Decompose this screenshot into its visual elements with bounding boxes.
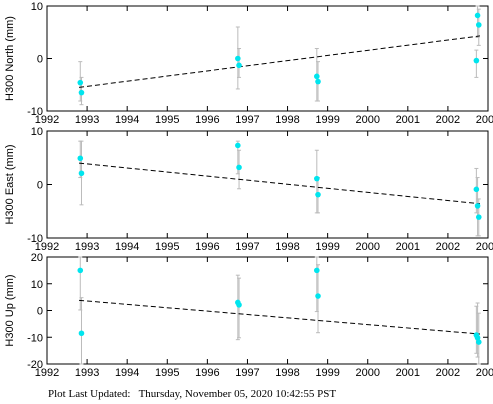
x-tick-label: 1997: [235, 367, 259, 379]
x-tick-label: 1994: [115, 114, 139, 126]
data-point: [235, 55, 241, 62]
y-tick-label: 0: [37, 180, 43, 192]
x-tick-label: 1996: [195, 241, 219, 253]
x-tick-label: 2003: [476, 367, 493, 379]
x-tick-label: 2003: [476, 114, 493, 126]
x-tick-label: 1994: [115, 367, 139, 379]
data-point: [474, 334, 481, 341]
trend-line: [79, 35, 481, 88]
x-tick-label: 2000: [355, 367, 379, 379]
data-point: [315, 78, 321, 85]
data-point: [314, 175, 320, 182]
x-tick-label: 1993: [75, 114, 99, 126]
data-point: [315, 191, 321, 198]
x-tick-label: 1997: [235, 114, 259, 126]
data-point: [235, 142, 241, 149]
panel-3: 1992 1993 1994 1995 1996 1997 1998 1999 2000 2001…: [4, 252, 493, 379]
x-tick-label: 1998: [275, 114, 299, 126]
data-point: [77, 79, 84, 86]
y-tick-label: -20: [27, 359, 43, 371]
x-tick-label: 1995: [155, 367, 179, 379]
data-point: [474, 203, 481, 209]
x-tick-label: 1993: [75, 241, 99, 253]
x-tick-label: 2002: [436, 241, 460, 253]
plot-frame: [46, 5, 489, 112]
data-point: [473, 186, 480, 193]
x-tick-label: 2002: [436, 367, 460, 379]
data-point: [78, 170, 85, 177]
data-point: [77, 267, 84, 274]
data-point: [474, 12, 481, 19]
y-tick-label: 10: [31, 1, 43, 13]
plot-frame: [46, 256, 489, 365]
y-tick-label: 10: [31, 279, 43, 291]
data-point: [314, 267, 320, 274]
y-tick-label: -10: [27, 233, 43, 245]
y-tick-label: 0: [37, 54, 43, 66]
data-point: [78, 330, 85, 337]
x-tick-label: 1999: [315, 114, 339, 126]
x-tick-label: 1997: [235, 241, 259, 253]
panel-2: 1992 1993 1994 1995 1996 1997 1998 1999 2000 2001…: [4, 126, 493, 253]
plot-frame: [46, 130, 489, 239]
data-point: [236, 164, 242, 171]
x-tick-label: 2002: [436, 114, 460, 126]
footer-label: Plot Last Updated:: [48, 388, 131, 400]
y-tick-label: -10: [27, 106, 43, 118]
x-tick-label: 1995: [155, 241, 179, 253]
x-tick-label: 1992: [35, 241, 59, 253]
y-axis-label: H300 Up (mm): [4, 274, 16, 346]
x-tick-label: 1992: [35, 114, 59, 126]
footer-value: Thursday, November 05, 2020 10:42:55 PST: [138, 388, 337, 400]
data-point: [78, 89, 85, 96]
x-tick-label: 1998: [275, 241, 299, 253]
x-tick-label: 1995: [155, 114, 179, 126]
data-point: [475, 339, 482, 345]
x-tick-label: 2000: [355, 114, 379, 126]
x-tick-label: 1999: [315, 367, 339, 379]
y-tick-label: 20: [31, 252, 43, 264]
x-tick-label: 1999: [315, 241, 339, 253]
data-point: [236, 62, 242, 69]
y-tick-label: 0: [37, 306, 43, 318]
panel-1: 1992 1993 1994 1995 1996 1997 1998 1999 2000 2001…: [4, 1, 493, 126]
y-axis-label: H300 North (mm): [4, 16, 16, 101]
data-point: [475, 22, 482, 28]
y-tick-label: 10: [31, 126, 43, 138]
footer-timestamp: Plot Last Updated: Thursday, November 05…: [48, 388, 336, 400]
x-tick-label: 1996: [195, 114, 219, 126]
data-point: [236, 302, 242, 308]
x-tick-label: 1992: [35, 367, 59, 379]
data-point: [77, 155, 84, 162]
trend-line: [79, 162, 481, 205]
data-point: [475, 214, 482, 220]
y-axis-label: H300 East (mm): [4, 144, 16, 224]
x-tick-label: 2001: [396, 367, 420, 379]
x-tick-label: 2001: [396, 241, 420, 253]
x-tick-label: 1996: [195, 367, 219, 379]
y-tick-label: -10: [27, 332, 43, 344]
x-tick-label: 1993: [75, 367, 99, 379]
x-tick-label: 1994: [115, 241, 139, 253]
data-point: [314, 73, 320, 80]
x-tick-label: 2001: [396, 114, 420, 126]
data-point: [473, 57, 480, 64]
x-tick-label: 2000: [355, 241, 379, 253]
x-tick-label: 2003: [476, 241, 493, 253]
trend-line: [79, 299, 481, 335]
x-tick-label: 1998: [275, 367, 299, 379]
data-point: [315, 293, 321, 299]
